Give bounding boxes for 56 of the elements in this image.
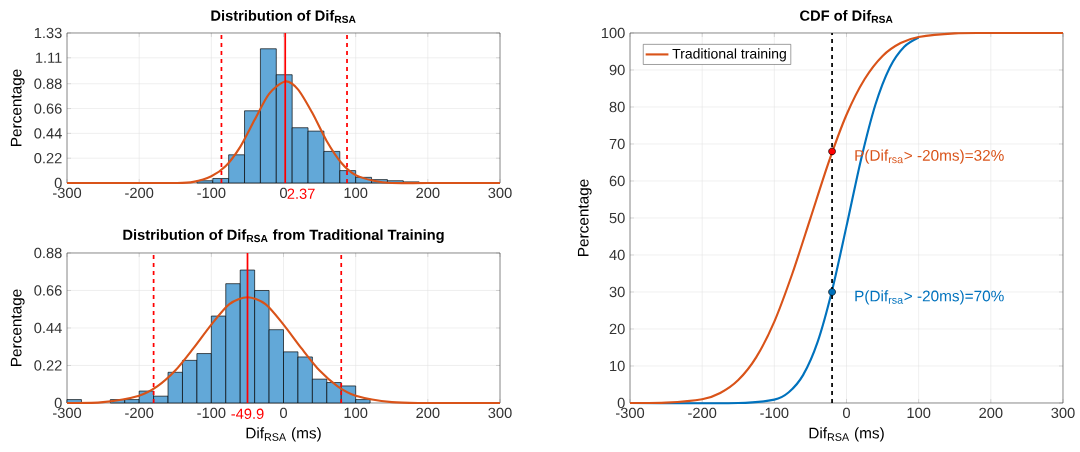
y-tick-label: 80 [609,101,625,113]
y-axis-title: Percentage [577,179,592,256]
y-tick-label: 1.11 [35,52,62,63]
y-tick-label: 100 [601,27,625,39]
x-tick-label: 300 [488,407,512,419]
x-tick-label: 100 [344,407,368,419]
y-tick-label: 30 [609,286,625,298]
y-axis-title: Percentage [10,69,25,146]
y-tick-label: 0.66 [34,285,62,296]
x-tick-label: 0 [280,407,287,419]
y-tick-label: 0.88 [34,247,62,259]
x-tick-label: -300 [52,187,82,199]
y-tick-label: 40 [609,249,625,261]
y-tick-label: 1.33 [34,27,62,39]
chart-title: CDF of Dif$_{RSA}$ [800,10,893,23]
y-tick-label: 0 [617,397,625,409]
x-tick-label: 300 [488,187,512,199]
y-tick-label: 70 [609,138,625,150]
legend-label: Traditional training [672,48,786,62]
y-tick-label: 0.44 [34,322,62,334]
x-tick-label: 100 [907,407,931,419]
y-tick-label: 0.22 [34,153,62,164]
chart-title: Distribution of Dif$_{RSA}$ [211,10,356,23]
x-tick-label: 100 [344,187,368,199]
x-tick-label: -100 [760,407,789,419]
x-tick-label: 300 [1051,407,1075,419]
y-tick-label: 0 [54,177,62,189]
ref-line-label: 2.37 [287,188,315,199]
ref-line-label: -49.9 [231,408,264,419]
y-axis-title: Percentage [10,289,25,366]
x-tick-label: 200 [416,187,440,199]
x-tick-label: 0 [842,407,850,419]
annotation: P(Dif$_{rsa}$> -20ms)=70% [855,290,1004,305]
x-tick-label: -200 [125,187,154,199]
x-axis-title: Dif$_{RSA}$ (ms) [809,427,884,442]
x-tick-label: -300 [615,407,645,419]
x-tick-label: -100 [197,187,226,199]
x-tick-label: -300 [52,407,82,419]
y-tick-label: 50 [609,212,625,224]
x-tick-label: -200 [688,407,717,419]
x-axis-title: Dif$_{RSA}$ (ms) [246,427,321,442]
y-tick-label: 90 [609,64,625,76]
chart-title: Distribution of Dif$_{RSA}$ from Traditional Training [123,229,444,243]
x-tick-label: 0 [280,187,287,199]
y-tick-label: 0.22 [34,360,62,371]
x-tick-label: -100 [197,407,226,419]
y-tick-label: 0.88 [34,78,62,89]
y-tick-label: 60 [609,175,625,187]
y-tick-label: 10 [610,360,625,372]
y-tick-label: 0 [54,397,62,409]
y-tick-label: 0.66 [34,103,62,114]
y-tick-label: 0.44 [34,128,62,139]
y-tick-label: 20 [609,323,625,335]
x-tick-label: -200 [125,407,154,419]
x-tick-label: 200 [979,407,1003,419]
x-tick-label: 200 [416,407,440,419]
